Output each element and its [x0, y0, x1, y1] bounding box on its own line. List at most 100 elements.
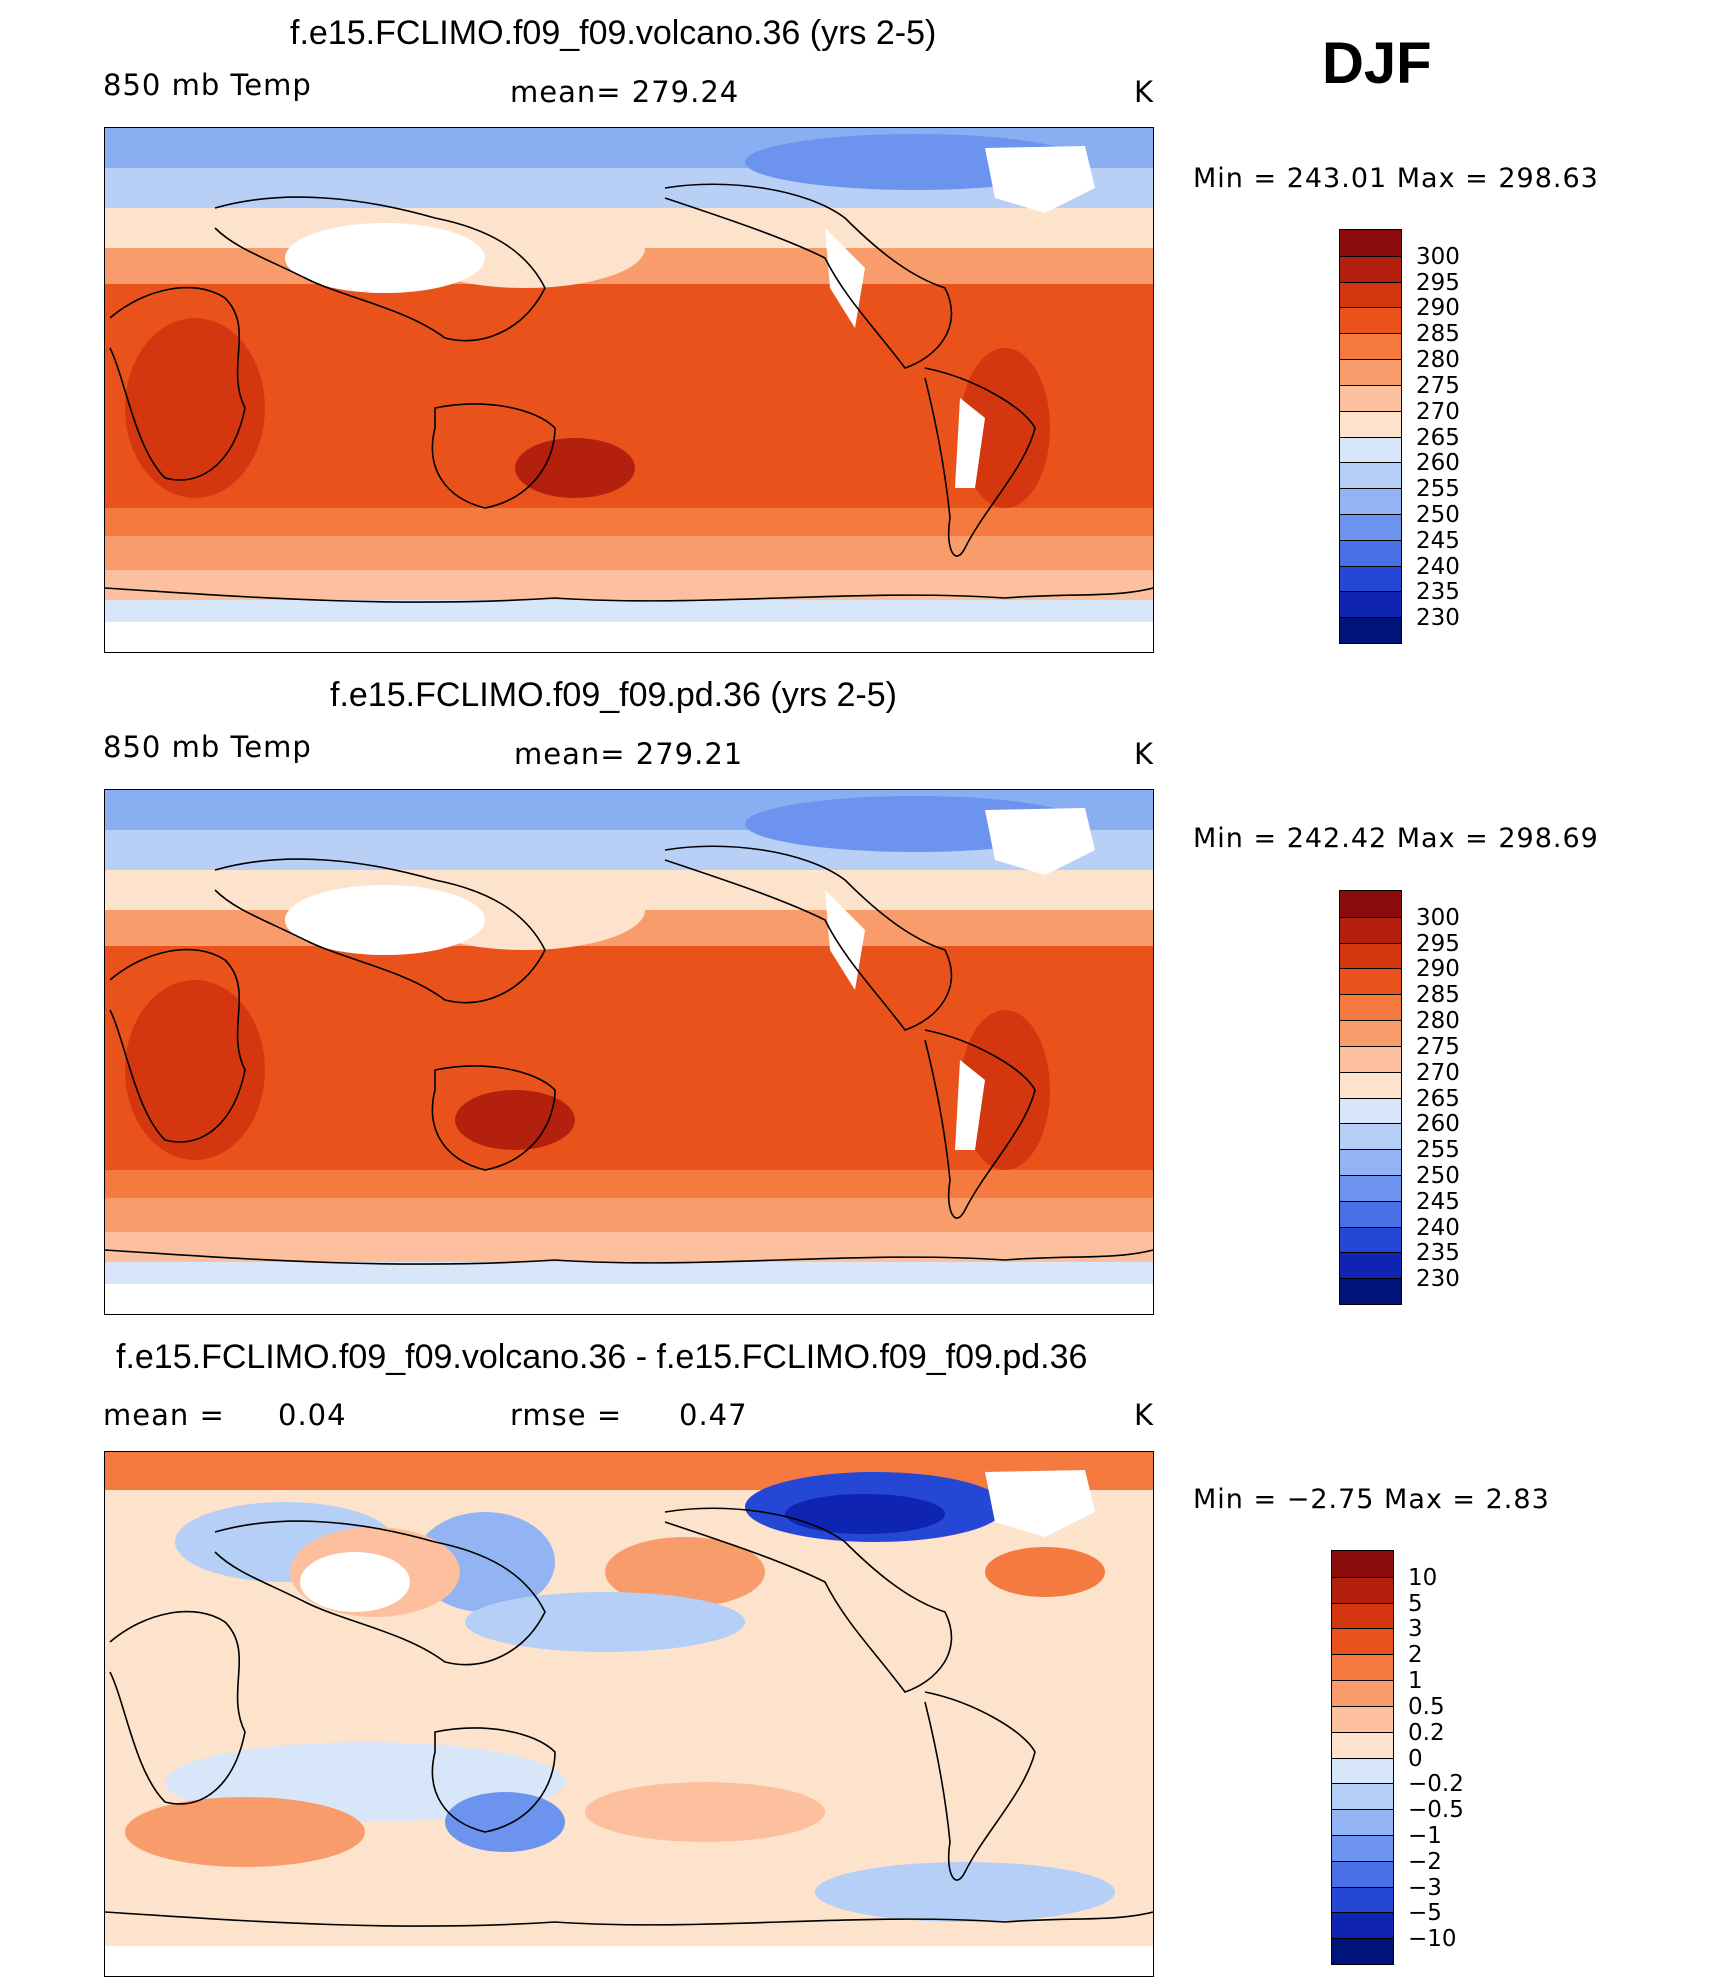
north-america-coast [664, 183, 953, 369]
panel-2-mean-label: mean= 279.21 [514, 737, 744, 771]
colorbar-tick-label: −2 [1408, 1848, 1442, 1875]
colorbar-tick-label: 230 [1416, 1266, 1460, 1293]
colorbar-swatch [1332, 1809, 1393, 1835]
colorbar-swatch [1340, 565, 1401, 592]
colorbar-swatch [1340, 891, 1401, 917]
panel-3-mean-label: mean = [103, 1398, 225, 1432]
colorbar-tick-label: 250 [1416, 501, 1460, 528]
colorbar-tick-label: 280 [1416, 347, 1460, 374]
colorbar-swatch [1332, 1731, 1393, 1758]
colorbar-swatch [1332, 1680, 1393, 1706]
south-atlantic-warm [125, 1797, 365, 1867]
panel-2-colorbar [1339, 890, 1402, 1305]
south-america-coast [924, 367, 1036, 557]
colorbar-tick-label: 250 [1416, 1162, 1460, 1189]
colorbar-tick-label: 2 [1408, 1642, 1423, 1669]
tibet-mask [285, 223, 485, 293]
antarctica-coast [105, 587, 1153, 603]
greenland-mask [985, 808, 1095, 875]
colorbar-swatch [1340, 230, 1401, 256]
coastlines [105, 183, 1153, 603]
panel-3-title: f.e15.FCLIMO.f09_f09.volcano.36 - f.e15.… [116, 1338, 1088, 1376]
panel-3-map [104, 1451, 1154, 1977]
panel-3-difference-field [105, 1452, 1153, 1976]
colorbar-tick-label: 270 [1416, 1059, 1460, 1086]
colorbar-tick-label: 0.5 [1408, 1693, 1445, 1720]
temperate-band-south [105, 1198, 1153, 1232]
colorbar-swatch [1332, 1576, 1393, 1603]
colorbar-tick-label: 260 [1416, 450, 1460, 477]
africa-warm [125, 318, 265, 498]
north-america-coast [664, 845, 953, 1031]
andes-mask [955, 1060, 985, 1150]
colorbar-tick-label: 300 [1416, 904, 1460, 931]
panel-1-map [104, 127, 1154, 653]
colorbar-tick-label: 265 [1416, 424, 1460, 451]
temperate-band-south [105, 536, 1153, 570]
colorbar-tick-label: 295 [1416, 269, 1460, 296]
africa-warm [125, 980, 265, 1160]
colorbar-swatch [1332, 1705, 1393, 1732]
panel-2-title: f.e15.FCLIMO.f09_f09.pd.36 (yrs 2-5) [330, 676, 897, 714]
colorbar-tick-label: 240 [1416, 553, 1460, 580]
panel-1-colorbar [1339, 229, 1402, 644]
colorbar-swatch [1340, 1071, 1401, 1098]
tibet-mask [285, 885, 485, 955]
colorbar-tick-label: 255 [1416, 1137, 1460, 1164]
colorbar-swatch [1340, 462, 1401, 489]
north-atlantic-warm [985, 1547, 1105, 1597]
colorbar-tick-label: 285 [1416, 321, 1460, 348]
pacific-cool [465, 1592, 745, 1652]
colorbar-tick-label: 295 [1416, 930, 1460, 957]
colorbar-swatch [1340, 994, 1401, 1021]
colorbar-swatch [1340, 1174, 1401, 1201]
andes-mask [955, 398, 985, 488]
greenland-mask [985, 1470, 1095, 1537]
colorbar-swatch [1340, 307, 1401, 334]
colorbar-tick-label: 290 [1416, 295, 1460, 322]
rockies-mask [825, 890, 865, 990]
greenland-mask [985, 146, 1095, 213]
south-america-coast [924, 1029, 1036, 1219]
panel-3-min-max: Min = −2.75 Max = 2.83 [1193, 1484, 1550, 1515]
colorbar-tick-label: −5 [1408, 1900, 1442, 1927]
colorbar-tick-label: 235 [1416, 1240, 1460, 1267]
north-pacific-warm [605, 1537, 765, 1607]
panel-2-map [104, 789, 1154, 1315]
panel-1-title: f.e15.FCLIMO.f09_f09.volcano.36 (yrs 2-5… [290, 14, 937, 52]
panel-2-units: K [1134, 737, 1155, 771]
cool-band-south [105, 1232, 1153, 1262]
warm-band-south [105, 1170, 1153, 1198]
panel-1-units: K [1134, 75, 1155, 109]
panel-3-rmse-label: rmse = [510, 1398, 623, 1432]
colorbar-tick-label: 280 [1416, 1008, 1460, 1035]
colorbar-tick-label: 290 [1416, 956, 1460, 983]
colorbar-tick-label: −10 [1408, 1926, 1457, 1953]
colorbar-tick-label: −1 [1408, 1822, 1442, 1849]
colorbar-tick-label: 5 [1408, 1590, 1423, 1617]
south-america-coast [924, 1691, 1036, 1881]
colorbar-swatch [1340, 1252, 1401, 1279]
colorbar-swatch [1332, 1757, 1393, 1784]
colorbar-tick-label: 275 [1416, 372, 1460, 399]
arctic-warm-band [105, 1452, 1153, 1490]
antarctica [105, 1284, 1153, 1314]
colorbar-tick-label: 285 [1416, 982, 1460, 1009]
rockies-mask [825, 228, 865, 328]
colorbar-tick-label: 0 [1408, 1745, 1423, 1772]
panel-3-rmse-value: 0.47 [679, 1398, 748, 1432]
panel-1-variable-label: 850 mb Temp [103, 68, 312, 102]
antarctica [105, 622, 1153, 652]
eurasia-coast [214, 858, 546, 1004]
colorbar-tick-label: 3 [1408, 1616, 1423, 1643]
subpolar-band-south [105, 1262, 1153, 1284]
colorbar-swatch [1340, 1200, 1401, 1227]
colorbar-swatch [1340, 1123, 1401, 1150]
colorbar-swatch [1340, 1045, 1401, 1072]
colorbar-swatch [1340, 359, 1401, 385]
africa-coast [109, 286, 246, 481]
colorbar-tick-label: 245 [1416, 1188, 1460, 1215]
panel-3-mean-value: 0.04 [278, 1398, 347, 1432]
canada-coldest [785, 1494, 945, 1534]
colorbar-tick-label: 0.2 [1408, 1719, 1445, 1746]
